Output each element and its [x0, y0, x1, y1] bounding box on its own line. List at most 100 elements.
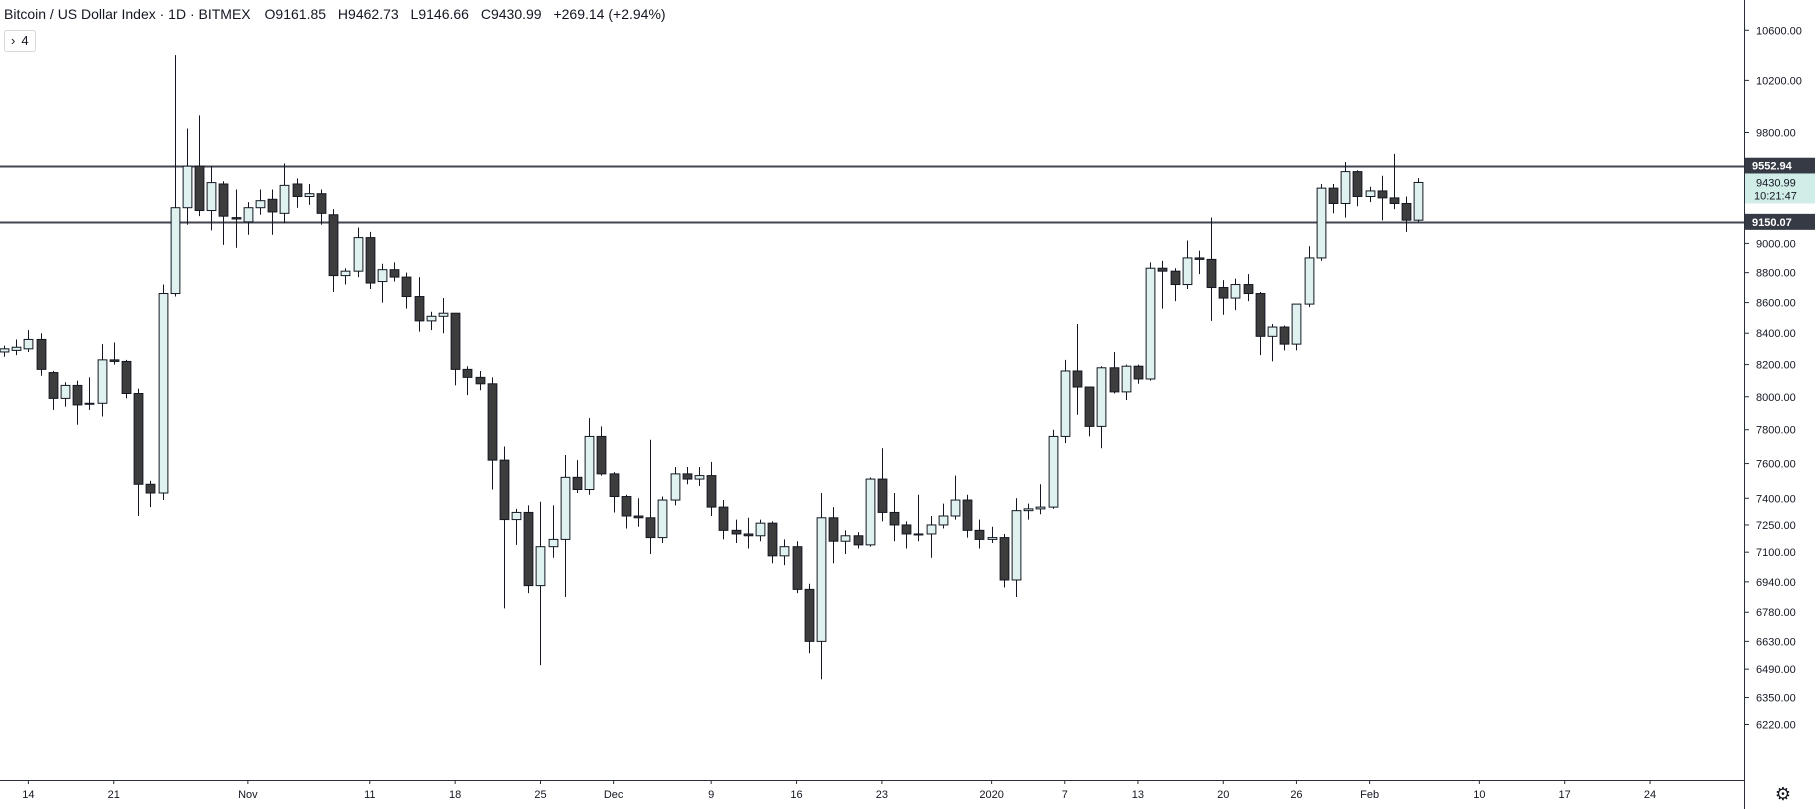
candle-body	[1060, 370, 1071, 437]
candle-body	[1243, 284, 1254, 295]
y-tick-label: 9800.00	[1756, 127, 1796, 139]
candle-body	[426, 315, 437, 322]
x-tick-label: Feb	[1360, 789, 1379, 801]
candle-body	[60, 384, 71, 399]
chart-legend: Bitcoin / US Dollar Index · 1D · BITMEX …	[4, 6, 666, 22]
indicators-collapse-button[interactable]: › 4	[4, 30, 36, 52]
close-label: C	[480, 6, 491, 22]
close-value: 9430.99	[490, 6, 542, 22]
x-tick-label: 24	[1644, 789, 1656, 801]
candle-body	[792, 546, 803, 590]
candle-body	[548, 538, 559, 548]
candle-body	[926, 524, 937, 535]
y-tick-label: 8600.00	[1756, 298, 1796, 310]
candle-body	[1218, 287, 1229, 299]
candle-body	[804, 588, 815, 642]
candle-body	[231, 217, 242, 220]
candle-body	[682, 473, 693, 480]
y-tick-label: 6780.00	[1756, 607, 1796, 619]
high-value: 9462.73	[348, 6, 399, 22]
last-price-label-bg	[1745, 173, 1815, 204]
level-price-label-bg	[1745, 157, 1815, 174]
x-tick-label: 2020	[979, 789, 1003, 801]
x-tick-label: 17	[1559, 789, 1571, 801]
candle-body	[340, 270, 351, 277]
candle-body	[560, 476, 571, 540]
candle-body	[243, 207, 254, 223]
candle-body	[0, 348, 10, 353]
candle-body	[462, 368, 473, 378]
candle-body	[511, 511, 522, 521]
y-tick-label: 6220.00	[1756, 719, 1796, 731]
candle-body	[877, 478, 888, 513]
candle-body	[718, 506, 729, 531]
candle-body	[633, 515, 644, 519]
candle-body	[1340, 171, 1351, 204]
level-price-label-bg	[1745, 213, 1815, 230]
candle-body	[1401, 202, 1412, 221]
candle-body	[889, 511, 900, 526]
candle-body	[974, 529, 985, 540]
gear-icon[interactable]: ⚙	[1774, 784, 1792, 804]
y-tick-label: 10600.00	[1756, 25, 1802, 37]
candle-body	[279, 184, 290, 214]
x-tick-label: Nov	[238, 789, 258, 801]
y-tick-label: 6350.00	[1756, 693, 1796, 705]
candle-body	[11, 346, 22, 351]
candle-body	[1035, 506, 1046, 510]
candle-body	[901, 524, 912, 535]
candle-body	[1072, 370, 1083, 388]
candle-body	[1133, 365, 1144, 380]
candle-body	[1267, 326, 1278, 337]
candle-body	[767, 522, 778, 557]
y-tick-label: 6490.00	[1756, 664, 1796, 676]
candle-body	[353, 237, 364, 272]
candle-body	[218, 183, 229, 217]
candle-body	[304, 193, 315, 197]
candle-body	[670, 473, 681, 501]
candle-body	[1194, 257, 1205, 260]
change-value: +269.14 (+2.94%)	[553, 6, 666, 22]
candle-body	[1145, 267, 1156, 380]
x-tick-label: 13	[1132, 789, 1144, 801]
x-tick-label: Dec	[604, 789, 624, 801]
candle-body	[84, 402, 95, 405]
candle-body	[365, 237, 376, 284]
level-price-label: 9552.94	[1752, 161, 1793, 173]
candle-body	[389, 269, 400, 278]
candle-body	[450, 312, 461, 370]
candle-body	[121, 360, 132, 395]
candle-body	[1304, 257, 1315, 305]
y-tick-label: 8000.00	[1756, 392, 1796, 404]
candle-body	[694, 475, 705, 480]
candle-body	[401, 276, 412, 298]
candle-body	[938, 515, 949, 526]
candle-body	[194, 165, 205, 212]
candle-body	[584, 435, 595, 491]
chevron-right-icon: ›	[11, 33, 16, 48]
candle-body	[328, 214, 339, 277]
candle-body	[1011, 510, 1022, 581]
candle-body	[1157, 267, 1168, 272]
indicator-count: 4	[21, 33, 29, 48]
candle-body	[609, 473, 620, 498]
candle-body	[950, 499, 961, 517]
candle-body	[596, 435, 607, 475]
candle-body	[487, 383, 498, 461]
candle-body	[731, 529, 742, 535]
candle-body	[1365, 190, 1376, 197]
candle-body	[1206, 258, 1217, 289]
candle-body	[999, 537, 1010, 581]
candle-body	[1170, 270, 1181, 286]
candle-body	[1291, 303, 1302, 345]
low-value: 9146.66	[418, 6, 469, 22]
candle-body	[499, 459, 510, 521]
candle-body	[1230, 284, 1241, 299]
high-label: H	[337, 6, 349, 22]
y-tick-label: 10200.00	[1756, 75, 1802, 87]
candle-body	[1096, 367, 1107, 427]
candle-body	[48, 372, 59, 399]
candle-body	[1182, 257, 1193, 286]
candle-body	[438, 312, 449, 317]
